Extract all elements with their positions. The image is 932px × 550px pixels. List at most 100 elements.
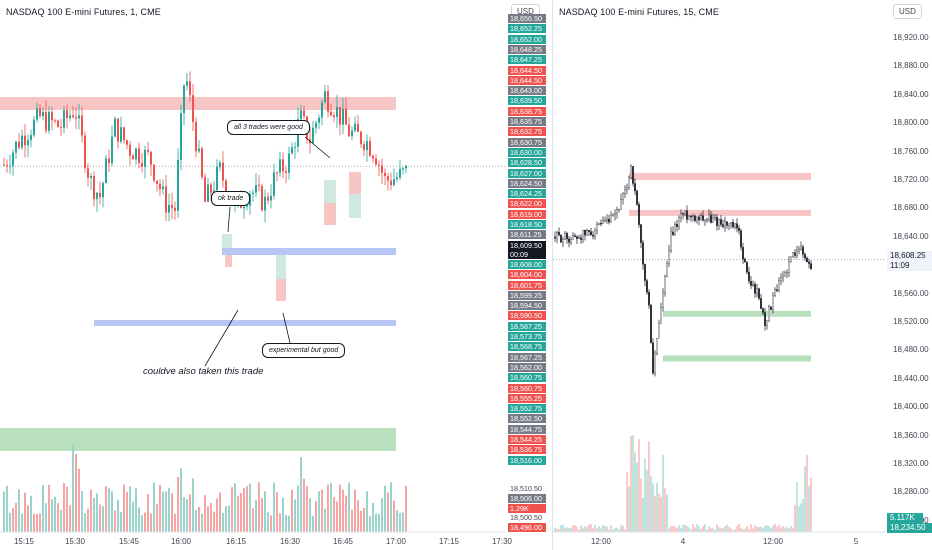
candle-up	[318, 117, 320, 123]
price-axis-tick: 18,360.00	[893, 430, 929, 440]
volume-bar	[730, 528, 732, 532]
volume-bar	[576, 526, 578, 532]
volume-bar	[261, 497, 263, 532]
volume-bar	[558, 529, 560, 532]
candle-down	[746, 261, 748, 273]
price-axis-label: 18,567.25	[508, 352, 546, 362]
candle-down	[24, 135, 26, 146]
volume-bar	[330, 483, 332, 532]
annotation-ok-trade[interactable]: ok trade	[211, 191, 251, 206]
right-currency-button[interactable]: USD	[893, 4, 922, 19]
volume-bar	[770, 528, 772, 532]
candle-up	[351, 130, 353, 137]
candle-up	[670, 231, 672, 251]
trade-box	[324, 203, 336, 225]
right-chart-pane[interactable]: 12:00 4 12:00 5 NASDAQ 100 E-mini Futures, …	[552, 0, 932, 550]
right-price-axis[interactable]: USD 18,920.00 18,880.00 18,840.00 18,800.00…	[885, 0, 932, 533]
left-chart-canvas[interactable]: 15:15 15:30 15:45 16:00 16:15 16:30 16:45 17:00…	[0, 0, 552, 550]
volume-bar	[315, 501, 317, 532]
volume-bar	[123, 484, 125, 532]
left-chart-pane[interactable]: 15:15 15:30 15:45 16:00 16:15 16:30 16:45 17:00…	[0, 0, 552, 550]
candle-down	[600, 223, 602, 225]
candle-up	[780, 277, 782, 281]
candle-up	[564, 233, 566, 240]
volume-bar	[742, 529, 744, 532]
price-axis-tick: 18,680.00	[893, 203, 929, 213]
volume-bar	[636, 462, 638, 532]
candle-down	[267, 196, 269, 201]
left-price-axis[interactable]: USD 18,656.50 18,652.25 18,652.00 18,648.25…	[506, 0, 552, 533]
volume-bar	[96, 493, 98, 532]
candle-up	[680, 213, 682, 218]
volume-bar	[168, 487, 170, 532]
candle-up	[606, 218, 608, 221]
candle-down	[60, 127, 62, 129]
candle-down	[45, 111, 47, 131]
candle-up	[774, 289, 776, 296]
candle-up	[766, 320, 768, 326]
volume-bar	[6, 485, 8, 532]
volume-bar	[162, 491, 164, 532]
candle-up	[342, 108, 344, 125]
candle-down	[566, 233, 568, 240]
candle-down	[360, 131, 362, 145]
price-axis-label: 18,643.00	[508, 86, 546, 96]
candle-up	[772, 295, 774, 310]
candle-down	[210, 184, 212, 193]
volume-bar	[562, 524, 564, 532]
annotation-couldve[interactable]: couldve also taken this trade	[143, 366, 264, 377]
candle-up	[718, 219, 720, 226]
volume-bar	[648, 441, 650, 532]
candle-up	[756, 288, 758, 294]
candle-up	[315, 122, 317, 128]
candle-up	[706, 218, 708, 221]
volume-bar	[624, 529, 626, 532]
volume-bar	[728, 526, 730, 532]
volume-bar	[402, 512, 404, 532]
volume-bar	[630, 435, 632, 532]
price-axis-tick: 18,400.00	[893, 402, 929, 412]
right-chart-canvas[interactable]: 12:00 4 12:00 5	[553, 0, 932, 550]
volume-bar	[147, 493, 149, 532]
candle-down	[171, 204, 173, 208]
candle-up	[246, 205, 248, 207]
price-axis-label: 18,506.00	[508, 493, 546, 503]
price-axis-label: 1.29K	[508, 503, 546, 513]
candle-up	[624, 189, 626, 195]
volume-bar	[165, 491, 167, 532]
price-axis-tick: 18,520.00	[893, 317, 929, 326]
volume-bar	[620, 524, 622, 532]
volume-bar	[189, 494, 191, 532]
trade-box	[324, 180, 336, 203]
candle-down	[770, 306, 772, 310]
price-axis-label: 18,560.75	[508, 373, 546, 383]
volume-bar	[156, 504, 158, 532]
candle-up	[405, 165, 407, 169]
price-axis-label: 18,648.25	[508, 44, 546, 54]
volume-bar	[75, 454, 77, 532]
price-axis-label: 18,639.50	[508, 96, 546, 106]
candle-up	[12, 152, 14, 166]
candle-down	[372, 156, 374, 159]
candle-down	[375, 158, 377, 165]
candle-up	[63, 110, 65, 128]
volume-bar	[764, 525, 766, 532]
volume-bar	[570, 528, 572, 532]
candle-down	[554, 236, 556, 239]
volume-bar	[710, 528, 712, 532]
annotation-experimental[interactable]: experimental but good	[262, 343, 346, 358]
volume-bar	[642, 497, 644, 532]
annotation-all-trades-good[interactable]: all 3 trades were good	[227, 120, 310, 135]
candle-up	[796, 250, 798, 256]
volume-bar	[718, 527, 720, 532]
volume-bar	[684, 524, 686, 532]
candle-up	[674, 224, 676, 235]
candle-up	[782, 275, 784, 278]
volume-bar	[369, 516, 371, 532]
volume-bar	[646, 469, 648, 532]
candle-down	[3, 164, 5, 166]
volume-bar	[105, 486, 107, 532]
candle-up	[656, 338, 658, 354]
candle-down	[39, 108, 41, 117]
price-axis-label: 18,622.00	[508, 199, 546, 209]
